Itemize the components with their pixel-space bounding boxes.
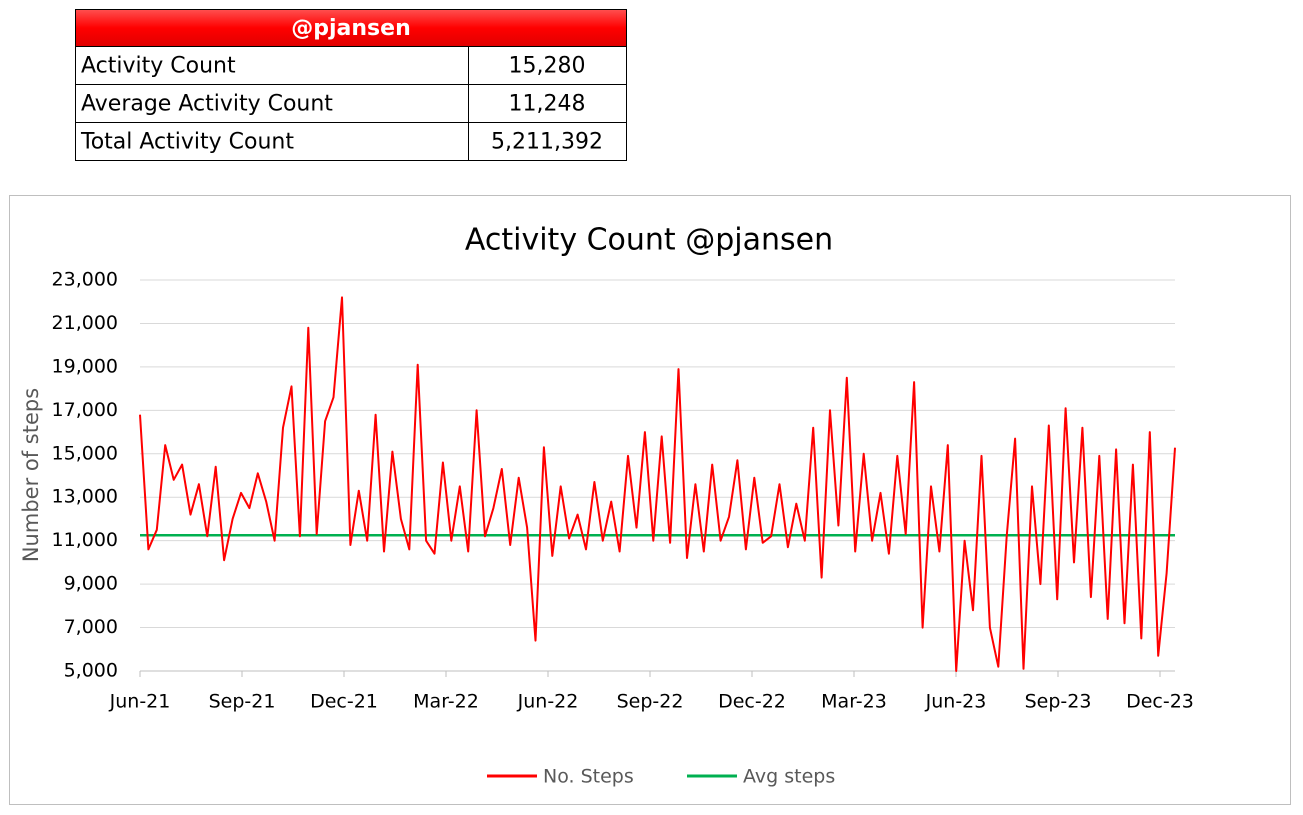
table-cell (75, 84, 469, 123)
x-tick-label: Dec-22 (718, 691, 786, 713)
table-header-cell (75, 9, 627, 47)
y-tick-label: 11,000 (52, 529, 118, 551)
row-label: Total Activity Count (80, 130, 294, 155)
y-tick-label: 19,000 (52, 355, 118, 377)
x-tick-label: Mar-22 (413, 691, 479, 713)
plot: 5,000 7,000 9,000 11,000 13,000 15,000 17,000 1… (52, 269, 1194, 788)
x-tick-label: Sep-23 (1025, 691, 1092, 713)
row-value: 11,248 (509, 92, 586, 117)
y-tick-label: 9,000 (64, 573, 118, 595)
table-cell (75, 46, 469, 85)
table-cell (468, 122, 627, 161)
y-tick-label: 21,000 (52, 312, 118, 334)
row-label: Average Activity Count (81, 92, 333, 117)
x-tick-label: Mar-23 (821, 691, 887, 713)
x-tick-label: Dec-23 (1126, 691, 1194, 713)
x-tick-label: Sep-22 (617, 691, 684, 713)
chart-title: Activity Count @pjansen (465, 223, 833, 258)
y-tick-label: 7,000 (64, 616, 118, 638)
y-tick-label: 15,000 (52, 442, 118, 464)
table-cell (468, 46, 627, 85)
x-tick-label: Sep-21 (209, 691, 276, 713)
legend-label: Avg steps (743, 766, 835, 788)
row-value: 15,280 (509, 54, 586, 79)
y-tick-label: 5,000 (64, 660, 118, 682)
row-label: Activity Count (81, 54, 236, 79)
legend-label: No. Steps (543, 766, 634, 788)
x-tick-label: Jun-22 (517, 691, 579, 713)
series-line (139, 296, 1176, 672)
table-body: Activity Count 15,280 Average Activity Cou… (75, 46, 627, 161)
summary-table: @pjansen Activity Count 15,280 Average Act… (75, 9, 627, 161)
y-axis-title: Number of steps (19, 388, 43, 562)
y-tick-label: 23,000 (52, 269, 118, 291)
y-tick-label: 17,000 (52, 399, 118, 421)
table-header: @pjansen (291, 16, 410, 41)
y-tick-label: 13,000 (52, 486, 118, 508)
row-value: 5,211,392 (491, 130, 603, 155)
x-tick-label: Jun-23 (925, 691, 987, 713)
table-cell (75, 122, 469, 161)
x-tick-label: Jun-21 (109, 691, 171, 713)
x-tick-label: Dec-21 (310, 691, 378, 713)
